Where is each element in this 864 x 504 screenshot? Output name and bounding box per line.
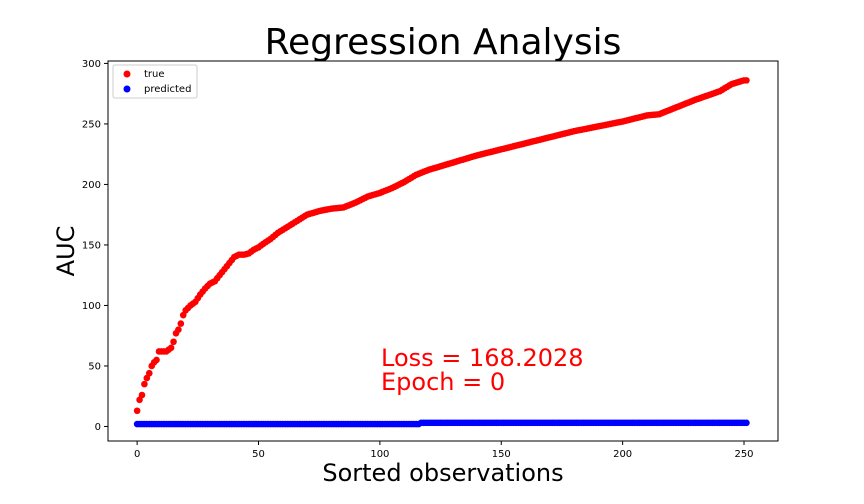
x-tick-label: 200 (613, 449, 632, 460)
epoch-annotation: Epoch = 0 (381, 368, 505, 396)
y-axis-label: AUC (52, 226, 80, 277)
y-tick-label: 200 (82, 180, 101, 191)
legend-label-predicted: predicted (144, 84, 191, 95)
plot-marks (133, 77, 750, 428)
point-true (175, 326, 182, 333)
y-axis-ticks: 0 50 100 150 200 250 300 (82, 59, 108, 433)
legend: true predicted (112, 64, 198, 99)
x-tick-label: 100 (370, 449, 389, 460)
chart-title: Regression Analysis (265, 22, 622, 63)
loss-annotation: Loss = 168.2028 (381, 344, 584, 372)
point-true (133, 407, 141, 415)
x-tick-label: 250 (734, 449, 753, 460)
point-true (167, 344, 175, 352)
point-true (170, 338, 177, 346)
point-true (177, 320, 185, 327)
y-tick-label: 150 (82, 240, 101, 251)
point-true (138, 391, 146, 399)
plot-frame (107, 60, 779, 442)
legend-marker-true (123, 70, 131, 78)
x-tick-label: 150 (492, 449, 511, 460)
x-axis-label: Sorted observations (322, 459, 563, 487)
point-true (145, 369, 153, 377)
legend-label-true: true (144, 69, 165, 80)
point-true (153, 356, 160, 364)
y-tick-label: 0 (95, 422, 101, 433)
y-tick-label: 250 (82, 119, 101, 130)
y-tick-label: 100 (82, 301, 101, 312)
point-predicted (743, 419, 750, 427)
x-axis-ticks: 0 50 100 150 200 250 (134, 441, 754, 460)
point-true (743, 77, 750, 84)
x-tick-label: 0 (134, 449, 140, 460)
legend-marker-predicted (123, 85, 131, 93)
y-tick-label: 300 (82, 59, 101, 70)
point-true (141, 380, 148, 388)
x-tick-label: 50 (252, 449, 265, 460)
legend-box (112, 64, 198, 99)
y-tick-label: 50 (88, 361, 101, 372)
